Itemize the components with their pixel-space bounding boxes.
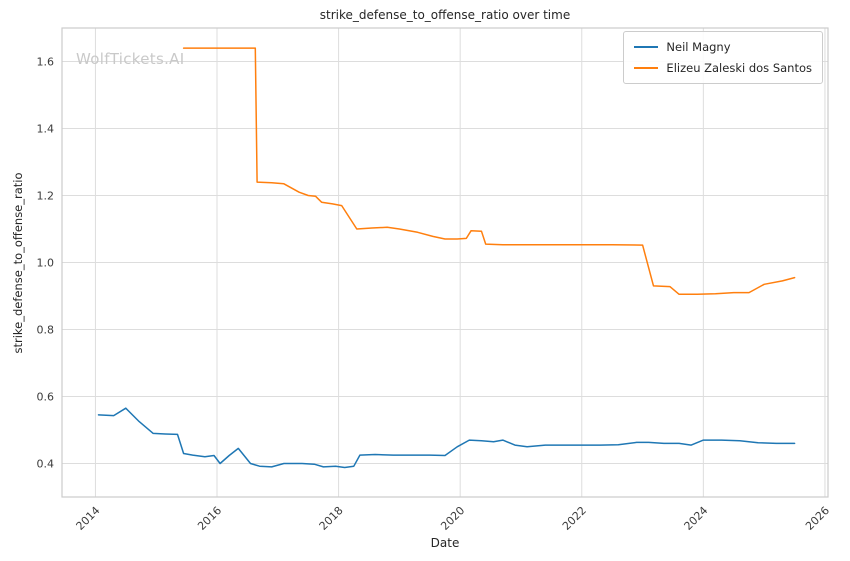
series-line-1 <box>182 47 796 296</box>
series-line-0 <box>97 407 796 469</box>
legend-swatch-neil-magny <box>634 46 659 48</box>
y-axis-label: strike_defense_to_offense_ratio <box>11 172 25 354</box>
legend-item-neil-magny: Neil Magny <box>634 40 812 54</box>
y-tick-label: 1.0 <box>37 257 55 270</box>
y-tick-label: 1.2 <box>37 190 55 203</box>
y-tick-label: 1.4 <box>37 123 55 136</box>
x-axis-label: Date <box>430 536 460 550</box>
watermark: WolfTickets.AI <box>76 50 185 68</box>
y-tick-label: 0.8 <box>37 324 55 337</box>
legend: Neil Magny Elizeu Zaleski dos Santos <box>623 31 823 84</box>
legend-label-elizeu-zaleski-dos-santos: Elizeu Zaleski dos Santos <box>666 61 812 75</box>
y-tick-label: 1.6 <box>37 56 55 69</box>
y-tick-label: 0.6 <box>37 391 55 404</box>
x-tick-label: 2024 <box>682 504 711 533</box>
plot-border <box>61 27 829 498</box>
legend-label-neil-magny: Neil Magny <box>666 40 731 54</box>
legend-item-elizeu-zaleski-dos-santos: Elizeu Zaleski dos Santos <box>634 61 812 75</box>
y-tick-label: 0.4 <box>37 458 55 471</box>
x-tick-label: 2026 <box>803 504 832 533</box>
x-tick-label: 2020 <box>438 504 467 533</box>
x-tick-label: 2022 <box>560 504 589 533</box>
x-tick-label: 2018 <box>317 504 346 533</box>
x-tick-label: 2016 <box>195 504 224 533</box>
x-tick-label: 2014 <box>74 504 103 533</box>
legend-swatch-elizeu-zaleski-dos-santos <box>634 67 659 69</box>
chart-title: strike_defense_to_offense_ratio over tim… <box>319 8 571 22</box>
